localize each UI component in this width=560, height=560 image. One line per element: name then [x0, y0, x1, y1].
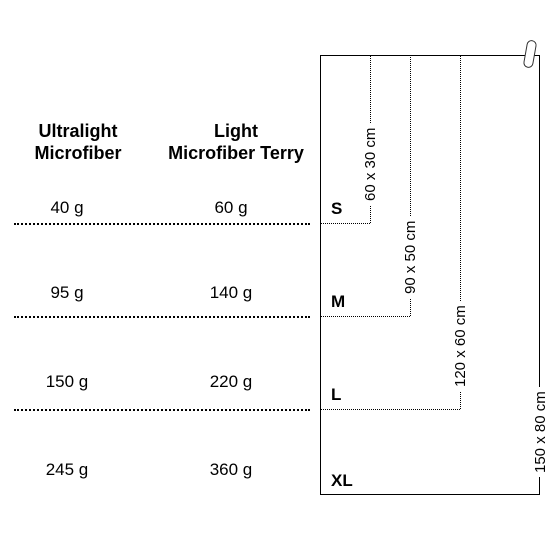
weight-ultralight-l: 150 g — [32, 372, 102, 392]
nested-bottom-l — [320, 409, 460, 410]
weight-light-s: 60 g — [196, 198, 266, 218]
dim-label-xl: 150 x 80 cm — [532, 387, 549, 477]
row-divider-m — [14, 316, 310, 318]
weight-ultralight-m: 95 g — [32, 283, 102, 303]
dim-label-s: 60 x 30 cm — [362, 124, 379, 205]
weight-light-m: 140 g — [196, 283, 266, 303]
col-header-ultralight: Ultralight Microfiber — [18, 120, 138, 164]
dim-label-l: 120 x 60 cm — [452, 301, 469, 391]
weight-light-l: 220 g — [196, 372, 266, 392]
col-header-light: Light Microfiber Terry — [156, 120, 316, 164]
row-divider-l — [14, 409, 310, 411]
nested-bottom-s — [320, 223, 370, 224]
towel-outline-xl — [320, 55, 540, 495]
dim-label-m: 90 x 50 cm — [402, 217, 419, 298]
size-label-xl: XL — [328, 471, 356, 491]
size-label-m: M — [328, 292, 348, 312]
weight-ultralight-xl: 245 g — [32, 460, 102, 480]
size-label-s: S — [328, 199, 345, 219]
row-divider-s — [14, 223, 310, 225]
weight-ultralight-s: 40 g — [32, 198, 102, 218]
weight-light-xl: 360 g — [196, 460, 266, 480]
nested-bottom-m — [320, 316, 410, 317]
size-label-l: L — [328, 385, 344, 405]
